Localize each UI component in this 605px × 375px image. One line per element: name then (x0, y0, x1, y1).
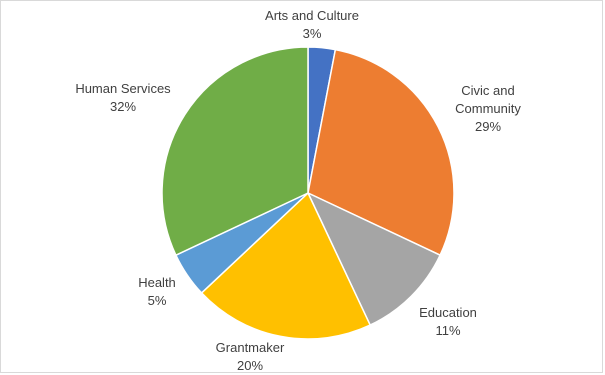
data-label-value: 29% (475, 119, 501, 134)
data-label-value: 20% (237, 358, 263, 373)
data-label-category: Community (455, 101, 521, 116)
pie-slices (161, 46, 455, 340)
data-label-category: Arts and Culture (265, 8, 359, 23)
pie-slice-education (306, 191, 442, 327)
data-label-health: Health 5% (138, 275, 176, 308)
data-label-education: Education 11% (419, 305, 477, 338)
pie-labels: Arts and Culture 3% Civic and Community 29% E… (75, 8, 521, 373)
data-label-civic-and-community: Civic and Community 29% (455, 83, 521, 134)
data-label-grantmaker: Grantmaker 20% (216, 340, 285, 373)
data-label-value: 32% (110, 99, 136, 114)
data-label-arts-and-culture: Arts and Culture 3% (265, 8, 359, 41)
data-label-category: Civic and (461, 83, 514, 98)
pie-slice-civic-and-community (307, 48, 455, 257)
data-label-category: Education (419, 305, 477, 320)
data-label-category: Human Services (75, 81, 171, 96)
pie-slice-grantmaker (200, 191, 372, 340)
pie-slice-human-services (161, 46, 309, 257)
data-label-value: 5% (148, 293, 167, 308)
data-label-category: Grantmaker (216, 340, 285, 355)
data-label-human-services: Human Services 32% (75, 81, 171, 114)
data-label-value: 11% (435, 323, 460, 338)
data-label-value: 3% (303, 26, 322, 41)
data-label-category: Health (138, 275, 176, 290)
